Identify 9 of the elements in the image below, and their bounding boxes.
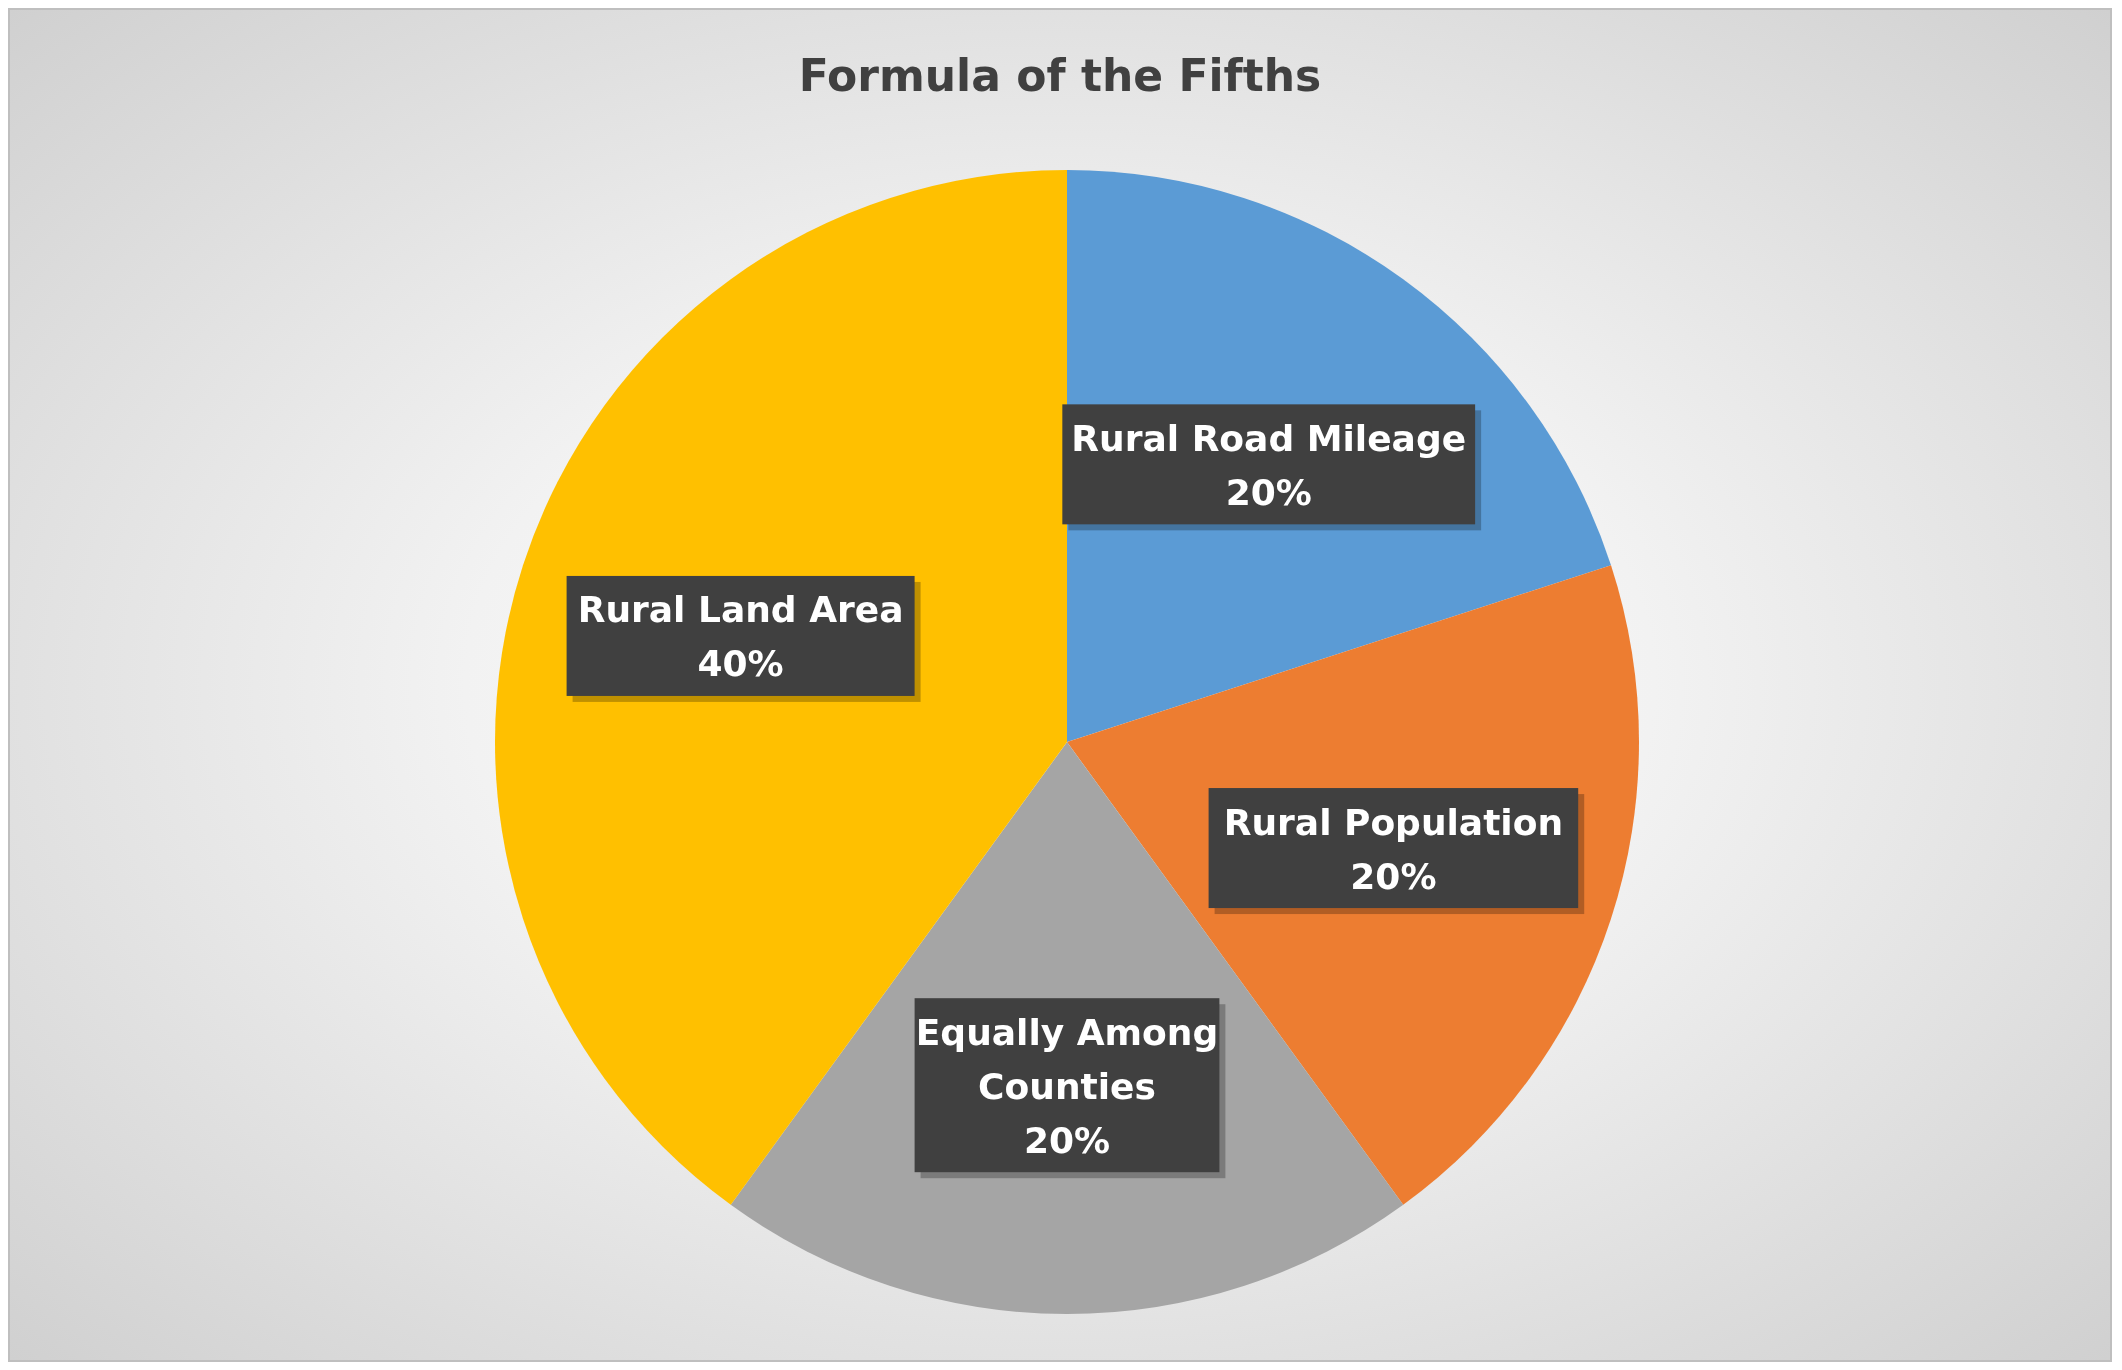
data-label: 20% bbox=[1350, 855, 1437, 897]
data-label: 40% bbox=[697, 643, 784, 685]
slice-label: Rural Land Area bbox=[577, 589, 904, 631]
data-label: 20% bbox=[1225, 471, 1312, 513]
data-label: 20% bbox=[1023, 1119, 1111, 1161]
chart-title: Formula of the Fifths bbox=[797, 50, 1323, 101]
slice-label: Rural Population bbox=[1223, 801, 1564, 843]
slice-label: Rural Road Mileage bbox=[1071, 417, 1467, 459]
slice-label: Equally Among Counties bbox=[915, 1011, 1219, 1107]
